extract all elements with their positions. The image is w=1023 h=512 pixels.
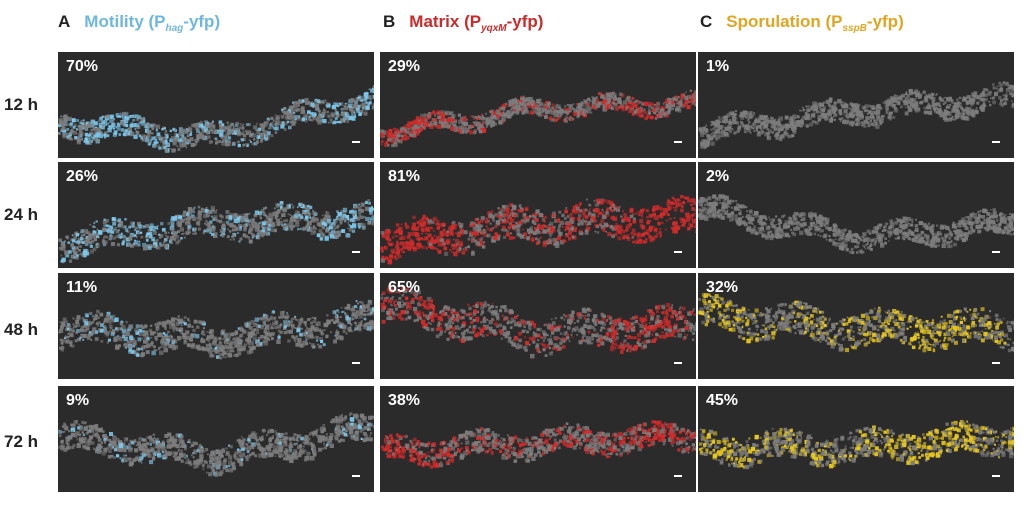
scale-bar: [992, 362, 1000, 364]
percentage-label: 65%: [388, 279, 421, 296]
micrograph-panel: 1%: [698, 52, 1014, 158]
scale-bar: [352, 251, 360, 253]
column-header-b: B Matrix (PyqxM-yfp): [383, 12, 543, 42]
micrograph-panel: 26%: [58, 162, 374, 268]
biofilm-image: [380, 194, 696, 265]
micrograph-panel: 81%: [380, 162, 696, 268]
percentage-label: 29%: [388, 58, 421, 75]
scale-bar: [352, 475, 360, 477]
percentage-label: 38%: [388, 392, 421, 409]
row-label-12h: 12 h: [4, 95, 39, 114]
biofilm-image: [58, 412, 374, 477]
column-title: Motility (Phag-yfp): [84, 12, 221, 34]
column-letter: C: [700, 12, 713, 31]
biofilm-image: [698, 194, 1014, 255]
scale-bar: [992, 475, 1000, 477]
scale-bar: [674, 141, 682, 143]
micrograph-panel: 32%: [698, 273, 1014, 379]
column-letter: B: [383, 12, 396, 31]
scale-bar: [992, 251, 1000, 253]
scale-bar: [674, 251, 682, 253]
biofilm-image: [58, 299, 374, 360]
column-header-a: A Motility (Phag-yfp): [58, 12, 220, 42]
column-title: Sporulation (PsspB-yfp): [726, 12, 904, 34]
micrograph-panel: 9%: [58, 386, 374, 492]
percentage-label: 70%: [66, 58, 99, 75]
percentage-label: 45%: [706, 392, 739, 409]
biofilm-image: [380, 88, 696, 148]
micrograph-panel: 70%: [58, 52, 374, 158]
biofilm-image: [698, 420, 1014, 470]
biofilm-image: [58, 199, 374, 264]
percentage-label: 2%: [706, 168, 730, 185]
percentage-label: 9%: [66, 392, 90, 409]
biofilm-image: [698, 81, 1014, 150]
micrograph-panel: 38%: [380, 386, 696, 492]
micrograph-panel: 29%: [380, 52, 696, 158]
column-letter: A: [58, 12, 71, 31]
biofilm-image: [381, 420, 696, 469]
scale-bar: [352, 141, 360, 143]
percentage-label: 32%: [706, 279, 739, 296]
scale-bar: [992, 141, 1000, 143]
column-header-c: C Sporulation (PsspB-yfp): [700, 12, 904, 42]
micrograph-panel: 2%: [698, 162, 1014, 268]
row-label-48h: 48 h: [4, 320, 39, 339]
scale-bar: [352, 362, 360, 364]
micrograph-panel: 11%: [58, 273, 374, 379]
percentage-label: 11%: [66, 279, 98, 296]
biofilm-image: [698, 293, 1014, 353]
percentage-label: 1%: [706, 58, 730, 75]
micrograph-panel: 65%: [380, 273, 696, 379]
micrograph-panel: 45%: [698, 386, 1014, 492]
biofilm-image: [380, 284, 696, 359]
biofilm-image: [58, 85, 374, 153]
column-title: Matrix (PyqxM-yfp): [409, 12, 544, 34]
row-label-72h: 72 h: [4, 432, 39, 451]
scale-bar: [674, 475, 682, 477]
scale-bar: [674, 362, 682, 364]
percentage-label: 26%: [66, 168, 99, 185]
percentage-label: 81%: [388, 168, 421, 185]
row-label-24h: 24 h: [4, 205, 39, 224]
